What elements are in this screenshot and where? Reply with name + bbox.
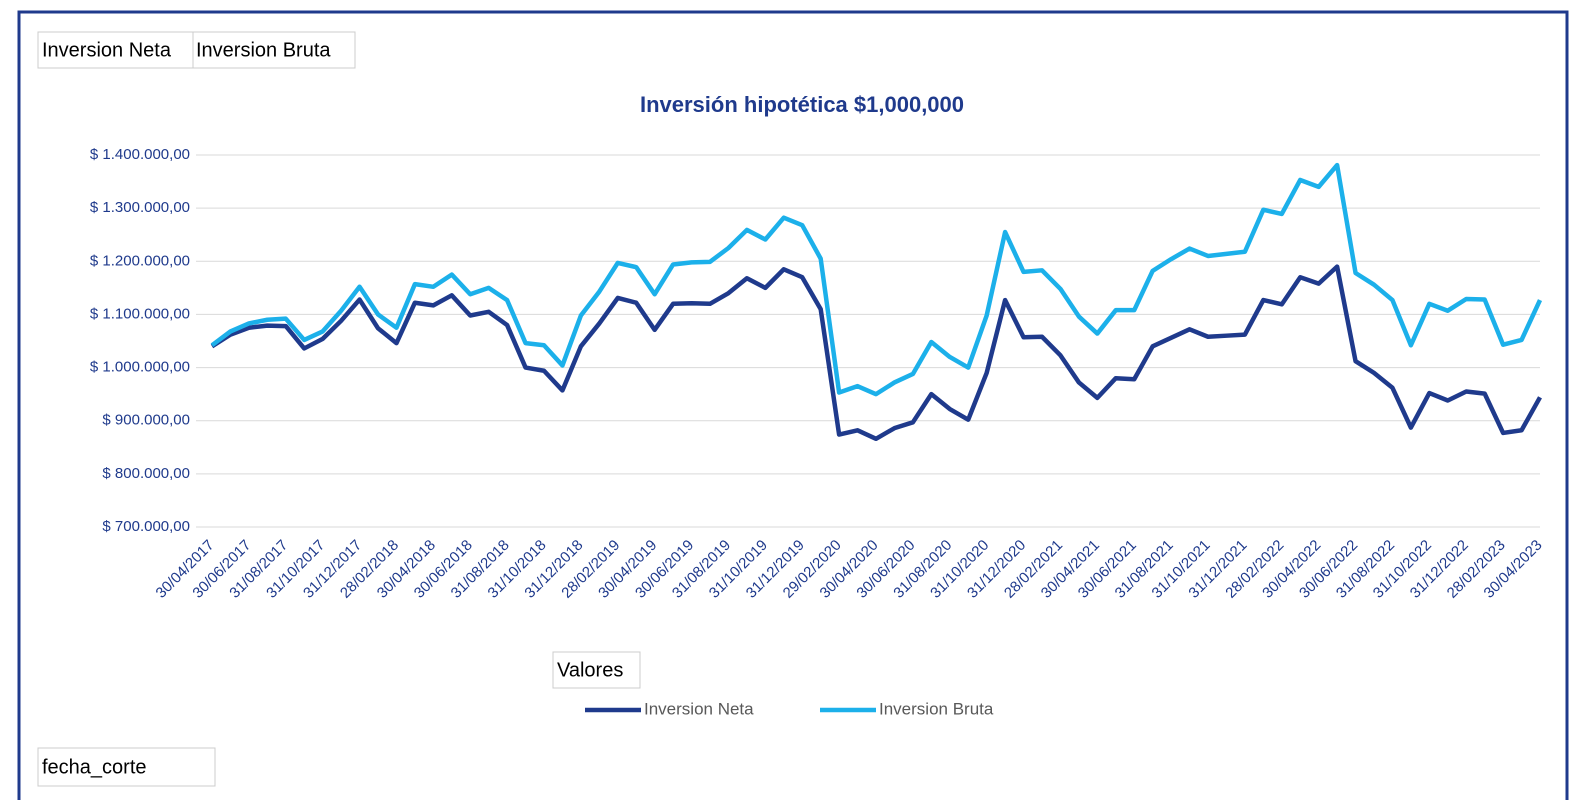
- series-line: [210, 162, 1543, 397]
- y-tick-label: $ 1.400.000,00: [90, 146, 190, 163]
- legend-title: Valores: [557, 659, 623, 681]
- y-tick-label: $ 1.000.000,00: [90, 359, 190, 376]
- chart-title: Inversión hipotética $1,000,000: [640, 92, 964, 117]
- y-tick-label: $ 700.000,00: [102, 518, 190, 535]
- legend-label: Inversion Neta: [644, 699, 754, 718]
- axis-field-box[interactable]: [37, 747, 216, 787]
- legend-label: Inversion Bruta: [879, 699, 994, 718]
- y-tick-label: $ 1.300.000,00: [90, 199, 190, 216]
- axis-field: fecha_corte: [42, 756, 147, 778]
- y-tick-label: $ 800.000,00: [102, 465, 190, 482]
- series-line: [210, 264, 1542, 442]
- y-tick-label: $ 1.100.000,00: [90, 305, 190, 322]
- legend-title-box[interactable]: [552, 651, 641, 689]
- y-tick-label: $ 1.200.000,00: [90, 252, 190, 269]
- field-button-label: Inversion Neta: [42, 39, 172, 61]
- frame: [17, 10, 1569, 800]
- field-button-label: Inversion Bruta: [196, 39, 331, 61]
- field-button[interactable]: [37, 31, 194, 69]
- field-button[interactable]: [192, 31, 356, 69]
- y-tick-label: $ 900.000,00: [102, 412, 190, 429]
